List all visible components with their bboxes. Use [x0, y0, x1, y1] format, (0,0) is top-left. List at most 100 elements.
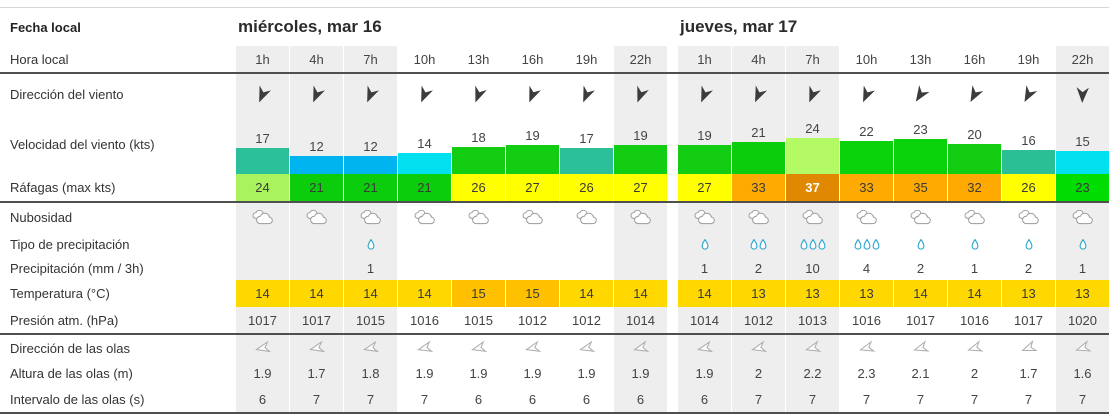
hour-cell: 13h [467, 51, 490, 67]
pressure-cell: 1012 [572, 312, 601, 328]
wind-speed-cell: 15 [1056, 114, 1109, 174]
hour-cell: 10h [413, 51, 436, 67]
cloud-icon [694, 209, 715, 224]
cloud-icon [748, 209, 769, 224]
day-gap [230, 307, 235, 333]
wind-direction-cell [236, 74, 289, 114]
pressure-cell: 1012 [732, 307, 785, 333]
precip-type-cell [614, 232, 667, 256]
row-label-precip_type: Tipo de precipitación [0, 232, 229, 256]
wave-period-cell: 7 [970, 391, 979, 407]
wind-speed-value: 12 [309, 139, 324, 154]
wind-direction-cell [894, 74, 947, 114]
hour-cell: 7h [344, 46, 397, 72]
wave-direction-cell [398, 335, 451, 361]
wind-arrow-icon [863, 84, 876, 102]
pressure-cell: 1014 [614, 307, 667, 333]
gust-cell: 32 [948, 174, 1001, 201]
day-gap [668, 280, 677, 307]
cloud-cell [840, 203, 893, 232]
day-gap [230, 386, 235, 412]
wind-arrow-icon [970, 84, 984, 102]
wind-speed-bar [398, 153, 451, 174]
row-label-wind_dir: Dirección del viento [0, 74, 229, 114]
hour-cell: 1h [678, 46, 731, 72]
wave-arrow-icon [524, 340, 541, 353]
hour-cell: 1h [236, 46, 289, 72]
raindrop-icon [818, 238, 825, 250]
day-gap [230, 232, 235, 256]
wind-speed-value: 23 [913, 122, 928, 137]
precip-type-cell [786, 232, 839, 256]
wave-arrow-icon [362, 340, 379, 353]
wave-direction-cell [840, 335, 893, 361]
wave-direction-cell [290, 335, 343, 361]
pressure-cell: 1016 [960, 312, 989, 328]
raindrop-group [701, 238, 709, 250]
temperature-cell: 14 [344, 280, 397, 307]
row-label-gusts: Ráfagas (max kts) [0, 174, 229, 201]
day-gap [668, 361, 677, 386]
raindrop-group [1025, 238, 1033, 250]
cloud-icon [1072, 209, 1093, 224]
wave-height-cell: 1.9 [614, 361, 667, 386]
precip-amount-cell [290, 256, 343, 280]
wind-speed-value: 20 [967, 127, 982, 142]
wave-arrow-icon [750, 340, 767, 353]
wind-arrow-icon [421, 85, 433, 102]
pressure-cell: 1012 [518, 312, 547, 328]
precip-type-cell [290, 232, 343, 256]
wave-height-cell: 1.9 [577, 366, 596, 381]
cloud-cell [732, 203, 785, 232]
wind-speed-value: 17 [255, 131, 270, 146]
cloud-icon [910, 209, 931, 224]
wave-height-cell: 2 [970, 366, 979, 381]
cloud-icon [252, 209, 273, 224]
wave-height-cell: 1.9 [415, 366, 434, 381]
wind-speed-cell: 19 [614, 114, 667, 174]
row-label-hour: Hora local [0, 46, 229, 72]
raindrop-icon [854, 238, 861, 250]
wave-direction-cell [560, 335, 613, 361]
row-label-wave_dir: Dirección de las olas [0, 335, 229, 361]
raindrop-group [1079, 238, 1087, 250]
raindrop-icon [759, 238, 767, 250]
temperature-cell: 14 [614, 280, 667, 307]
temperature-cell: 15 [506, 280, 559, 307]
pressure-cell: 1017 [1014, 312, 1043, 328]
wind-speed-value: 24 [805, 121, 820, 136]
wind-speed-bar [344, 156, 397, 174]
row-label-wave_period: Intervalo de las olas (s) [0, 386, 229, 412]
temperature-cell: 14 [290, 280, 343, 307]
section-divider [0, 333, 1109, 335]
gust-cell: 21 [398, 174, 451, 201]
precip-type-cell [236, 232, 289, 256]
wind-speed-cell: 19 [506, 114, 559, 174]
wind-direction-cell [560, 74, 613, 114]
gust-cell: 26 [1002, 174, 1055, 201]
precip-type-cell [344, 232, 397, 256]
precip-amount-cell: 4 [862, 260, 871, 276]
wind-arrow-icon [915, 84, 930, 102]
wind-arrow-icon [701, 85, 713, 102]
wind-speed-value: 16 [1021, 133, 1036, 148]
wave-height-cell: 1.7 [1019, 366, 1038, 381]
wave-direction-cell [1056, 335, 1109, 361]
wind-speed-bar [732, 142, 785, 174]
pressure-cell: 1015 [344, 307, 397, 333]
precip-amount-cell: 1 [1056, 256, 1109, 280]
precip-type-cell [732, 232, 785, 256]
wave-direction-cell [236, 335, 289, 361]
row-label-pressure: Presión atm. (hPa) [0, 307, 229, 333]
row-label-temperature: Temperatura (°C) [0, 280, 229, 307]
wave-direction-cell [1002, 335, 1055, 361]
day-gap [668, 114, 677, 174]
day-gap [668, 335, 677, 361]
wind-speed-value: 17 [579, 131, 594, 146]
wind-speed-value: 19 [633, 128, 648, 143]
gust-cell: 26 [452, 174, 505, 201]
wind-speed-value: 18 [471, 130, 486, 145]
day-gap [668, 307, 677, 333]
wind-direction-cell [452, 74, 505, 114]
wind-arrow-icon [755, 84, 768, 102]
